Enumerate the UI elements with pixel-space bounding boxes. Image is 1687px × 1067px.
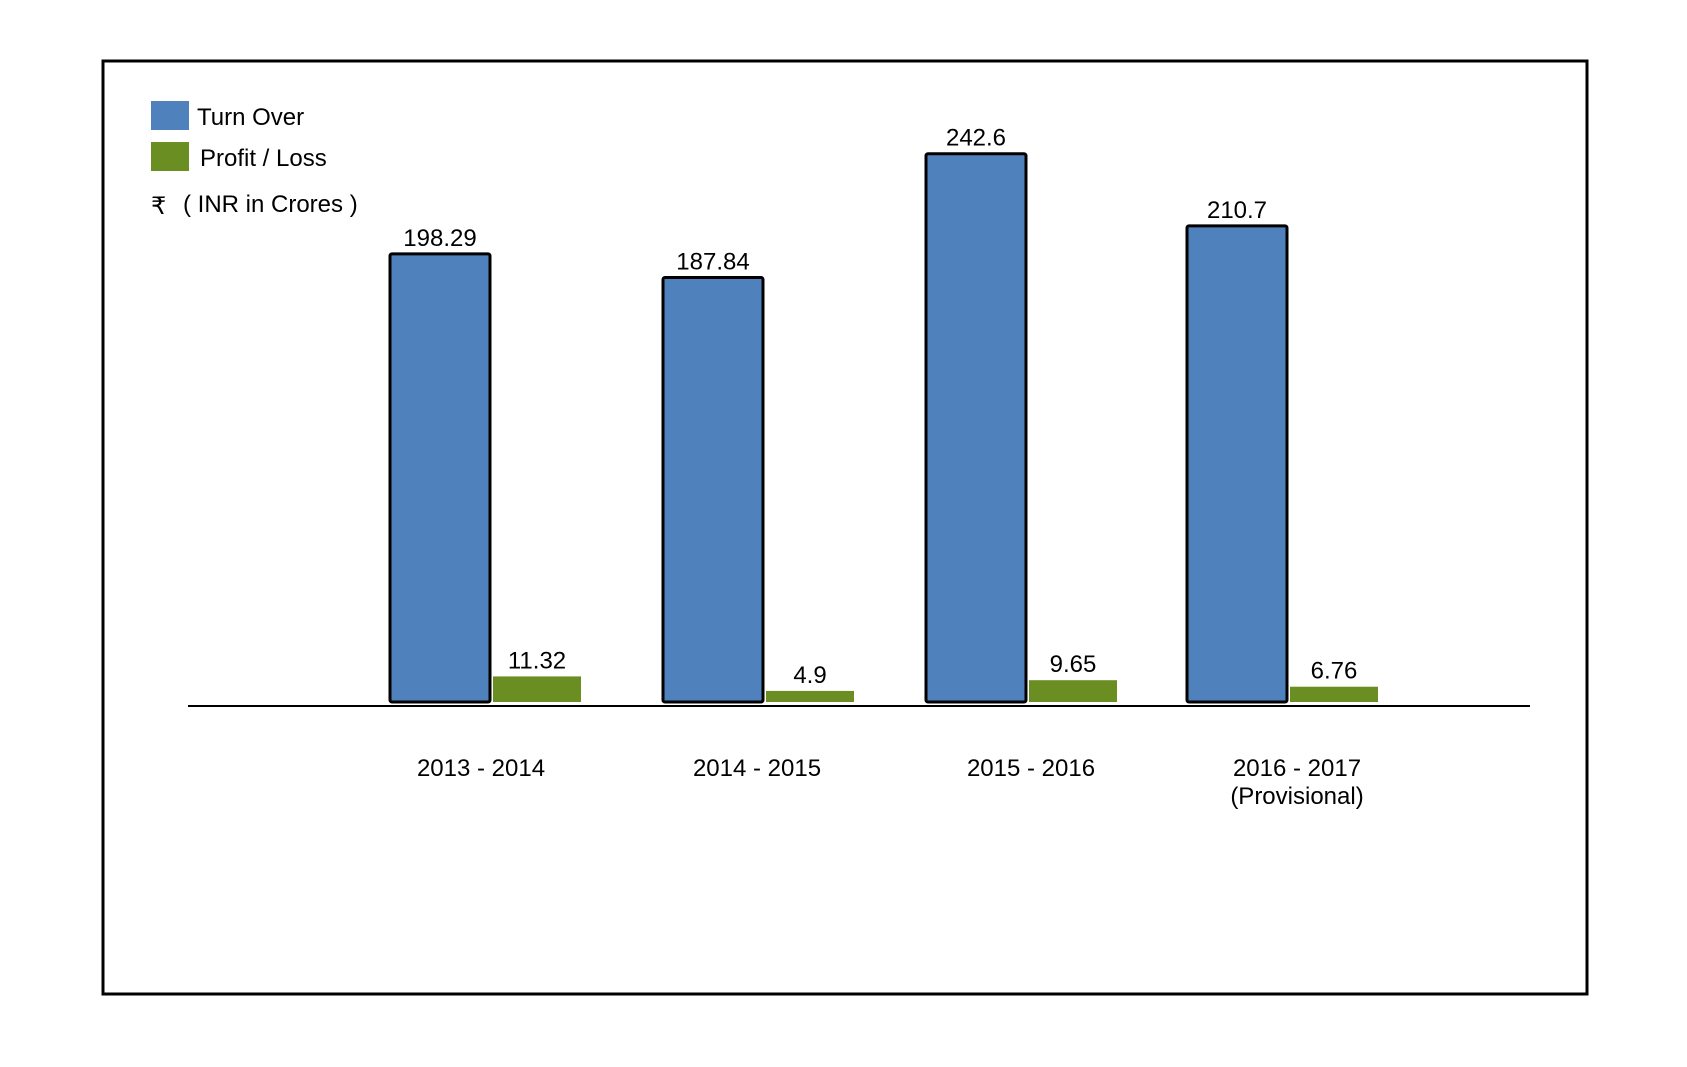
x-tick-label-2016-2017: 2016 - 2017 (1233, 755, 1361, 782)
x-tick-label-2015-2016: 2015 - 2016 (967, 755, 1095, 782)
data-label-profit-2015-2016: 9.65 (1050, 651, 1097, 678)
x-axis-labels: 2013 - 2014 2014 - 2015 2015 - 2016 2016 - … (417, 755, 1364, 810)
bar-turnover-2015-2016 (924, 152, 1028, 704)
bar-profit-2014-2015 (766, 690, 854, 702)
unit-note: ₹ ( INR in Crores ) (151, 191, 358, 220)
legend: Turn Over Profit / Loss (151, 101, 327, 172)
data-label-turnover-2015-2016: 242.6 (946, 125, 1006, 152)
legend-label-profit-loss: Profit / Loss (200, 145, 327, 172)
bar-turnover-2013-2014 (388, 252, 492, 704)
bar-turnover-2016-2017 (1185, 224, 1289, 704)
bar-profit-2013-2014 (493, 676, 581, 702)
data-label-turnover-2016-2017: 210.7 (1207, 197, 1267, 224)
chart-frame (101, 59, 1589, 996)
bars: 198.29 11.32 187.84 4.9 242.6 9.65 210.7 6.76 (388, 125, 1378, 704)
rupee-icon: ₹ (151, 193, 166, 220)
data-label-profit-2016-2017: 6.76 (1311, 658, 1358, 685)
bar-profit-2015-2016 (1029, 680, 1117, 702)
bar-profit-2016-2017 (1290, 686, 1378, 702)
data-label-turnover-2013-2014: 198.29 (403, 225, 476, 252)
legend-swatch-profit-loss (151, 142, 189, 171)
legend-label-turn-over: Turn Over (197, 104, 304, 131)
x-tick-label-2013-2014: 2013 - 2014 (417, 755, 545, 782)
x-tick-label-2016-2017-line-2: (Provisional) (1230, 783, 1363, 810)
data-label-turnover-2014-2015: 187.84 (676, 248, 749, 275)
unit-note-text: ( INR in Crores ) (183, 191, 358, 218)
data-label-profit-2013-2014: 11.32 (508, 647, 566, 674)
bar-turnover-2014-2015 (661, 275, 765, 704)
legend-swatch-turn-over (151, 101, 189, 130)
data-label-profit-2014-2015: 4.9 (793, 662, 826, 689)
x-tick-label-2014-2015: 2014 - 2015 (693, 755, 821, 782)
